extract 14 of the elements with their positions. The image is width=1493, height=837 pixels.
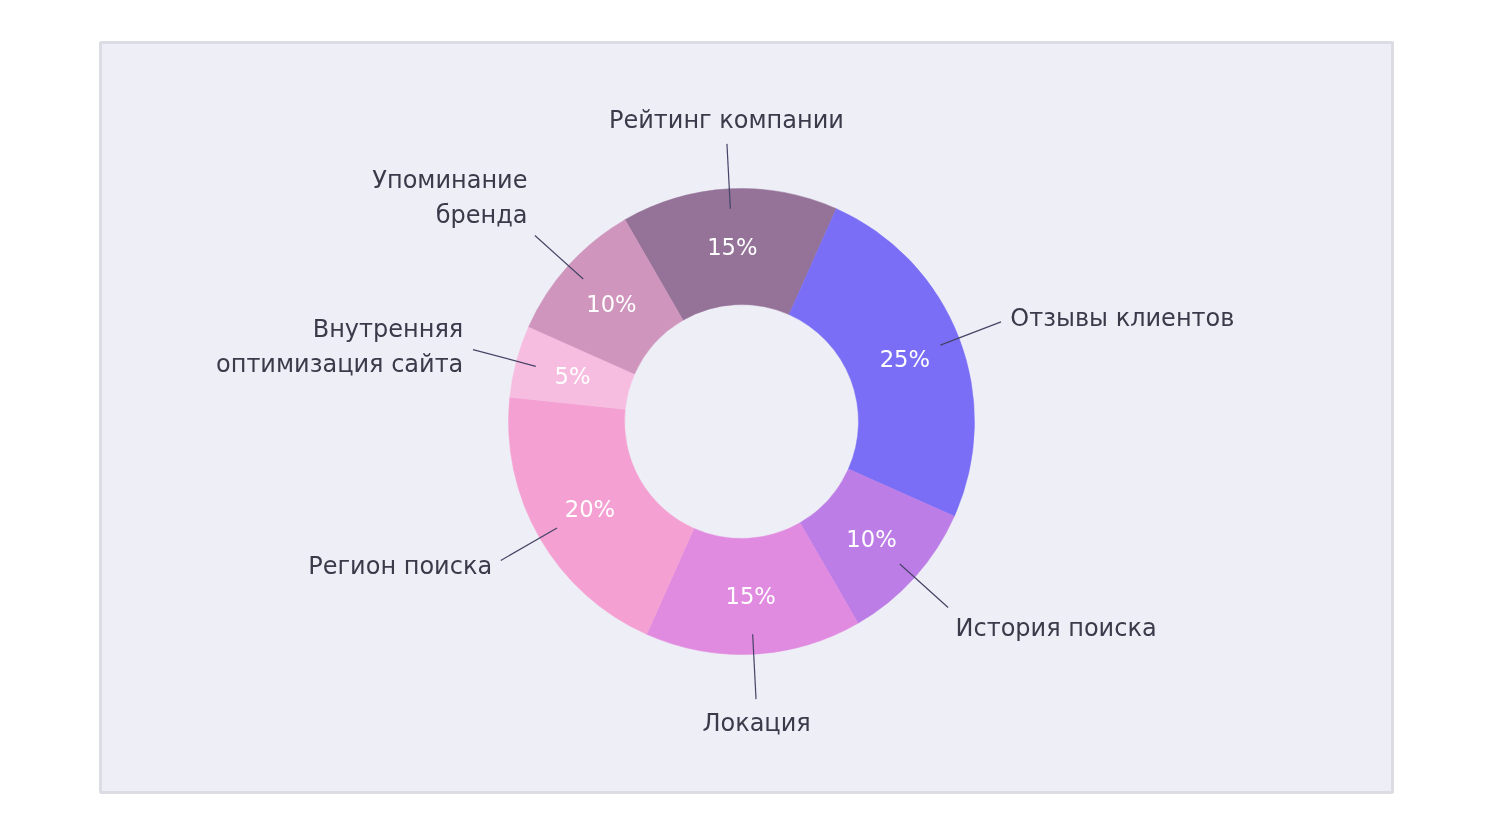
slice-label: Локация <box>702 709 811 738</box>
data-label: 10% <box>846 525 897 552</box>
data-label: 15% <box>725 583 776 610</box>
data-label: 20% <box>564 496 616 522</box>
data-label: 15% <box>707 233 758 260</box>
slice-label: Внутренняя оптимизация сайта <box>216 315 464 379</box>
slice-label: История поиска <box>955 614 1157 643</box>
data-label: 25% <box>879 345 931 372</box>
slice-label: Отзывы клиентов <box>1010 304 1235 333</box>
slice-label: Регион поиска <box>308 551 493 580</box>
data-label: 10% <box>586 291 637 318</box>
data-label: 5% <box>554 363 591 390</box>
slice-label: Упоминание бренда <box>372 165 528 229</box>
slice-label: Рейтинг компании <box>608 105 844 134</box>
